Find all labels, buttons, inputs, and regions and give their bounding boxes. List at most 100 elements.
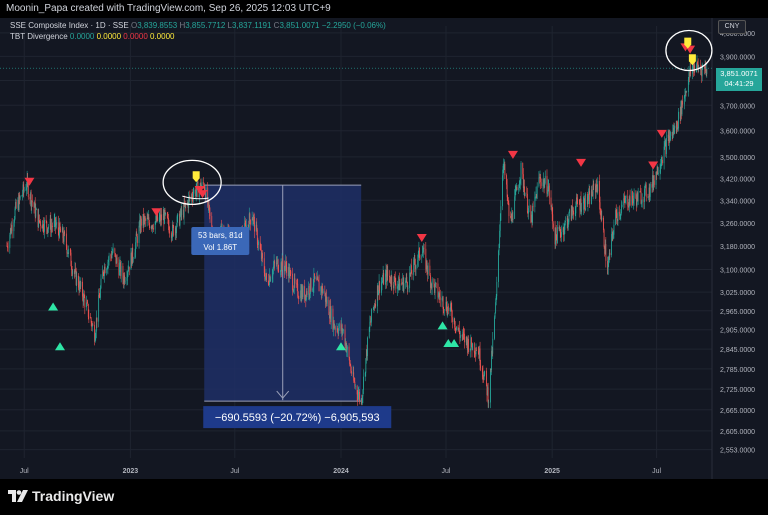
candle-body (425, 248, 427, 270)
candle-body (152, 225, 154, 229)
candle-body (326, 296, 327, 304)
candle-body (656, 166, 658, 175)
bearish-divergence-marker (197, 190, 208, 199)
candle-body (293, 289, 295, 292)
candle-body (128, 266, 130, 270)
indicator-name[interactable]: TBT Divergence (10, 32, 68, 41)
candle-body (531, 214, 532, 222)
candle-body (616, 213, 618, 220)
candle-body (249, 213, 251, 220)
candle-body (86, 302, 88, 304)
candle-body (143, 214, 145, 225)
candle-body (539, 177, 541, 178)
last-price-value: 3,851.0071 (720, 69, 758, 78)
candle-body (264, 272, 266, 280)
candle-body (44, 219, 45, 232)
candle-body (445, 301, 447, 310)
candle-body (308, 286, 310, 295)
candle-body (146, 217, 148, 221)
candle-body (485, 370, 487, 384)
candle-body (271, 275, 273, 279)
candle-body (479, 348, 481, 366)
candle-body (103, 273, 105, 276)
candle-body (381, 281, 383, 284)
candle-body (15, 201, 16, 209)
candle-body (637, 192, 639, 202)
candle-body (164, 209, 165, 224)
yellow-signal-marker (688, 54, 696, 66)
candle-body (502, 165, 504, 176)
candle-body (383, 273, 385, 285)
candle-body (177, 213, 179, 217)
candle-body (419, 247, 420, 258)
candle-body (580, 198, 581, 211)
candle-body (87, 304, 89, 317)
candle-body (418, 247, 420, 252)
candle-body (486, 383, 488, 396)
candle-body (425, 260, 427, 270)
candle-body (59, 222, 60, 238)
candle-body (663, 146, 665, 164)
candle-body (58, 230, 60, 238)
candle-body (674, 125, 675, 134)
candle-body (434, 283, 436, 293)
candle-body (499, 220, 501, 231)
candle-body (341, 324, 343, 333)
candle-body (559, 228, 561, 230)
bearish-divergence-marker (416, 233, 427, 242)
candle-body (108, 260, 109, 262)
candle-body (151, 226, 153, 229)
candle-body (519, 183, 521, 185)
candle-body (91, 324, 93, 328)
bearish-divergence-marker (194, 185, 205, 194)
candle-body (296, 283, 298, 285)
candle-body (356, 385, 358, 395)
candle-body (693, 63, 694, 72)
candle-body (79, 281, 81, 287)
y-tick-label: 3,900.0000 (720, 54, 755, 61)
candle-body (42, 220, 44, 229)
candle-body (274, 261, 276, 264)
candle-body (390, 281, 392, 284)
candle-body (165, 212, 166, 215)
currency-button[interactable]: CNY (718, 20, 746, 34)
y-tick-label: 3,025.0000 (720, 290, 755, 297)
candle-body (253, 216, 255, 218)
candle-body (94, 325, 96, 342)
candle-body (460, 335, 461, 338)
candle-body (175, 227, 176, 236)
candle-body (208, 200, 210, 206)
candle-body (300, 290, 302, 299)
candle-body (546, 175, 548, 194)
candle-body (305, 291, 307, 300)
candle-body (484, 370, 486, 375)
candle-body (289, 270, 291, 272)
candle-body (151, 225, 153, 229)
candle-body (395, 283, 397, 289)
candle-body (629, 196, 630, 206)
legend-symbol[interactable]: SSE Composite Index · 1D · SSE (10, 21, 129, 30)
candle-body (80, 281, 82, 287)
candle-body (256, 224, 258, 230)
candle-body (193, 189, 195, 194)
candle-body (535, 196, 536, 198)
price-chart[interactable]: 4,000.00003,900.00003,800.00003,700.0000… (0, 18, 768, 479)
candle-body (512, 218, 514, 220)
measure-result-text: −690.5593 (−20.72%) −6,905,593 (215, 412, 380, 424)
candle-body (473, 343, 475, 353)
candle-body (667, 134, 669, 138)
candle-body (296, 283, 297, 285)
candle-body (514, 191, 516, 197)
candle-body (360, 399, 362, 401)
candle-body (488, 402, 490, 404)
candle-body (490, 368, 492, 370)
candle-body (49, 218, 51, 227)
candle-body (14, 208, 16, 220)
candle-body (562, 227, 564, 233)
candle-body (491, 350, 493, 354)
candle-body (123, 278, 124, 285)
candle-body (625, 197, 626, 203)
candle-body (99, 297, 101, 299)
chart-area[interactable]: 4,000.00003,900.00003,800.00003,700.0000… (0, 18, 768, 479)
candle-body (320, 287, 322, 293)
